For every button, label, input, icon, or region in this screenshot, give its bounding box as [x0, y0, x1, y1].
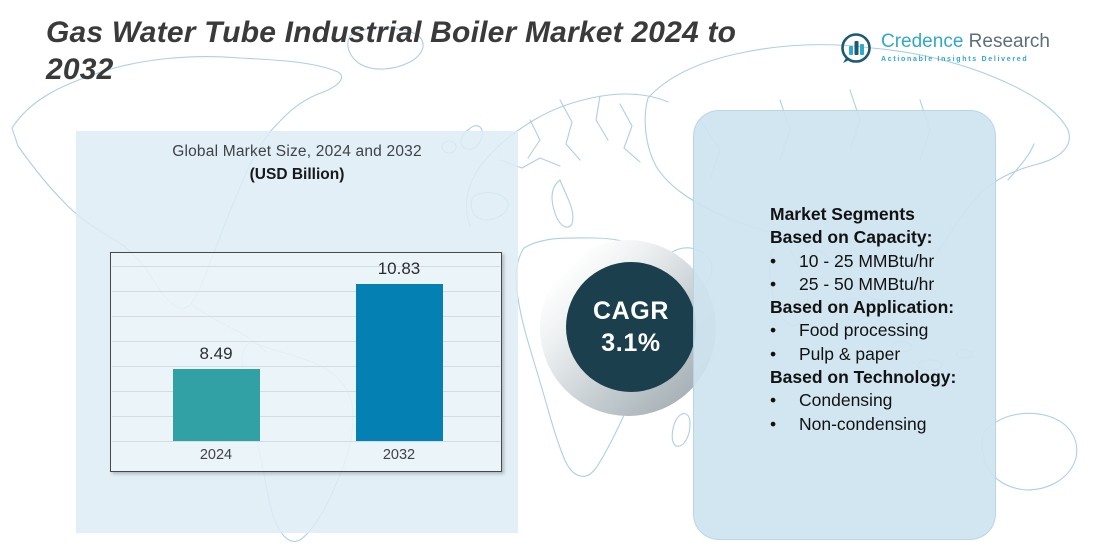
bullet-icon: •: [770, 390, 777, 411]
segment-item-label: Food processing: [799, 320, 929, 341]
chart-title: Global Market Size, 2024 and 2032: [172, 143, 422, 160]
chart-gridline: [112, 341, 500, 342]
logo-bar-chart-icon: [841, 33, 871, 63]
bullet-icon: •: [770, 320, 777, 341]
bar-2024: [172, 369, 260, 441]
page-title: Gas Water Tube Industrial Boiler Market …: [46, 14, 846, 88]
segment-item: • 25 - 50 MMBtu/hr: [770, 273, 990, 296]
bullet-icon: •: [770, 273, 777, 294]
bar-category-label: 2032: [382, 447, 416, 463]
segment-group-label: Based on Capacity:: [770, 227, 933, 248]
segment-item-label: Non-condensing: [799, 413, 927, 434]
cagr-label: CAGR: [592, 297, 669, 325]
segment-item-label: Pulp & paper: [799, 343, 901, 364]
segment-item-label: 25 - 50 MMBtu/hr: [799, 273, 935, 294]
logo-word-research: Research: [968, 31, 1050, 52]
segment-item: • Pulp & paper: [770, 343, 990, 366]
chart-subtitle: (USD Billion): [249, 166, 345, 183]
segment-group-label: Based on Technology:: [770, 367, 957, 388]
bullet-icon: •: [770, 343, 777, 364]
segment-item: • Food processing: [770, 319, 990, 342]
chart-plot-area: 8.49 2024 10.83 2032: [111, 253, 501, 471]
segments-list: Market Segments Based on Capacity: • 10 - 2…: [770, 203, 990, 436]
credence-research-logo: Credence Research Actionable Insights De…: [838, 31, 1050, 67]
segment-item: • Condensing: [770, 389, 990, 412]
logo-tagline: Actionable Insights Delivered: [881, 56, 1029, 63]
bullet-gap: [785, 389, 799, 412]
segment-group-label: Based on Application:: [770, 297, 955, 318]
bullet-gap: [785, 343, 799, 366]
chart-gridline: [112, 391, 500, 392]
chart-gridline: [112, 366, 500, 367]
bullet-gap: [785, 250, 799, 273]
bar-2032: [355, 284, 443, 441]
cagr-value: 3.1%: [601, 329, 661, 357]
segment-item-label: Condensing: [799, 390, 893, 411]
segment-item-label: 10 - 25 MMBtu/hr: [799, 250, 935, 271]
logo-word-credence: Credence: [881, 31, 964, 52]
bar-chart: 8.49 2024 10.83 2032: [110, 252, 502, 472]
chart-gridline: [112, 316, 500, 317]
bullet-icon: •: [770, 250, 777, 271]
bar-value-label: 8.49: [199, 344, 233, 363]
logo-text: Credence Research Actionable Insights De…: [881, 31, 1050, 63]
page-title-line2: 2032: [46, 53, 114, 86]
market-segments-panel: Market Segments Based on Capacity: • 10 - 2…: [693, 110, 996, 540]
chart-gridline: [112, 266, 500, 267]
chart-gridline: [112, 441, 500, 442]
bullet-gap: [785, 273, 799, 296]
page-title-line1: Gas Water Tube Industrial Boiler Market …: [46, 16, 737, 49]
segment-item: • Non-condensing: [770, 413, 990, 436]
chart-gridline: [112, 291, 500, 292]
bullet-gap: [785, 319, 799, 342]
market-size-panel: Global Market Size, 2024 and 2032 (USD B…: [76, 131, 518, 533]
logo-name: Credence Research: [881, 31, 1050, 53]
segment-item: • 10 - 25 MMBtu/hr: [770, 250, 990, 273]
bar-category-label: 2024: [199, 447, 233, 463]
chart-gridline: [112, 416, 500, 417]
cagr-circle: CAGR 3.1%: [566, 262, 696, 392]
segments-heading: Market Segments: [770, 204, 915, 224]
bar-value-label: 10.83: [377, 259, 421, 278]
bullet-icon: •: [770, 413, 777, 434]
bullet-gap: [785, 413, 799, 436]
